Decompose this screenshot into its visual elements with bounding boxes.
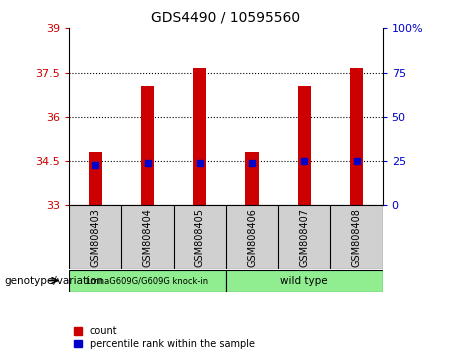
FancyBboxPatch shape: [69, 269, 226, 292]
Text: genotype/variation: genotype/variation: [5, 275, 104, 286]
Text: wild type: wild type: [280, 275, 328, 286]
Bar: [298, 86, 311, 205]
Text: GSM808403: GSM808403: [90, 208, 100, 267]
Text: GSM808405: GSM808405: [195, 208, 205, 267]
Bar: [193, 68, 206, 205]
Text: GSM808404: GSM808404: [142, 208, 153, 267]
Bar: [350, 68, 363, 205]
Text: GSM808408: GSM808408: [351, 208, 361, 267]
Text: GSM808407: GSM808407: [299, 208, 309, 267]
Legend: count, percentile rank within the sample: count, percentile rank within the sample: [74, 326, 254, 349]
Text: LmnaG609G/G609G knock-in: LmnaG609G/G609G knock-in: [87, 276, 208, 285]
Title: GDS4490 / 10595560: GDS4490 / 10595560: [151, 10, 301, 24]
Bar: [89, 152, 102, 205]
Bar: [245, 152, 259, 205]
Bar: [141, 86, 154, 205]
FancyBboxPatch shape: [226, 269, 383, 292]
Text: GSM808406: GSM808406: [247, 208, 257, 267]
